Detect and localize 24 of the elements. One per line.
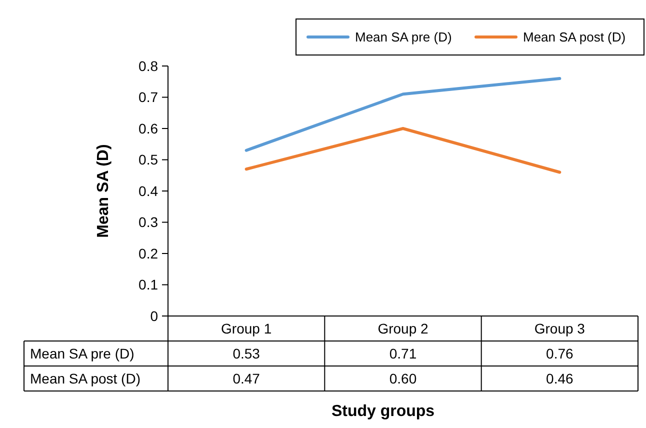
y-tick-label: 0.8 [138, 58, 158, 74]
y-tick-label: 0.5 [138, 152, 158, 168]
x-tick-label: Group 3 [534, 320, 586, 336]
text: Mean SA post (D) [30, 370, 140, 386]
data-label: 0.46 [546, 370, 574, 386]
x-tick-label: Group 1 [221, 320, 272, 336]
legend-label: Mean SA pre (D) [355, 30, 452, 45]
x-tick-label: Group 2 [378, 320, 429, 336]
data-label: 0.60 [389, 370, 417, 386]
y-tick-label: 0.3 [138, 214, 158, 230]
data-label: 0.53 [232, 345, 260, 362]
x-axis-title: Study groups [331, 403, 435, 420]
data-label: 0.76 [546, 345, 574, 362]
y-tick-label: 0.2 [138, 245, 158, 262]
y-tick-label: 0.7 [138, 89, 158, 106]
text: Mean SA pre (D) [30, 345, 134, 362]
data-label: 0.47 [232, 370, 260, 386]
y-tick-label: 0.1 [138, 276, 158, 293]
legend-label: Mean SA post (D) [523, 30, 626, 45]
y-tick-label: 0.4 [138, 182, 158, 199]
y-tick-label: 0.6 [138, 120, 158, 136]
data-label: 0.71 [389, 345, 417, 362]
y-tick-label: 0 [150, 308, 158, 324]
y-axis-title: Mean SA (D) [95, 144, 112, 238]
